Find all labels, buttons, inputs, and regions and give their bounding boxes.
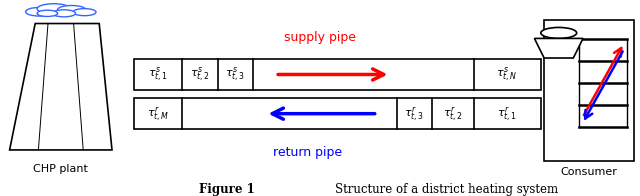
- Bar: [134, 98, 541, 129]
- Text: $\tau^r_{t,3}$: $\tau^r_{t,3}$: [404, 105, 424, 122]
- Text: Consumer: Consumer: [561, 167, 617, 178]
- Circle shape: [37, 4, 70, 14]
- Circle shape: [73, 9, 96, 16]
- Text: CHP plant: CHP plant: [33, 163, 88, 174]
- Text: $\tau^s_{t,2}$: $\tau^s_{t,2}$: [189, 65, 210, 84]
- Text: Structure of a district heating system: Structure of a district heating system: [320, 183, 558, 196]
- Bar: [134, 59, 541, 90]
- Polygon shape: [10, 24, 112, 150]
- Circle shape: [58, 5, 86, 14]
- Text: $\tau^r_{t,1}$: $\tau^r_{t,1}$: [497, 105, 517, 122]
- Text: return pipe: return pipe: [273, 146, 342, 159]
- Text: $\tau^r_{t,M}$: $\tau^r_{t,M}$: [147, 105, 169, 122]
- Circle shape: [37, 10, 58, 16]
- Text: Figure 1: Figure 1: [199, 183, 255, 196]
- Text: $\tau^s_{t,N}$: $\tau^s_{t,N}$: [496, 65, 518, 84]
- Text: $\tau^s_{t,3}$: $\tau^s_{t,3}$: [225, 65, 245, 84]
- Bar: [544, 20, 634, 161]
- Circle shape: [52, 10, 76, 17]
- Circle shape: [541, 27, 577, 38]
- Text: supply pipe: supply pipe: [284, 31, 356, 44]
- Text: $\tau^r_{t,2}$: $\tau^r_{t,2}$: [442, 105, 463, 122]
- Circle shape: [26, 7, 54, 16]
- Text: $\tau^s_{t,1}$: $\tau^s_{t,1}$: [148, 65, 168, 84]
- Polygon shape: [534, 38, 583, 58]
